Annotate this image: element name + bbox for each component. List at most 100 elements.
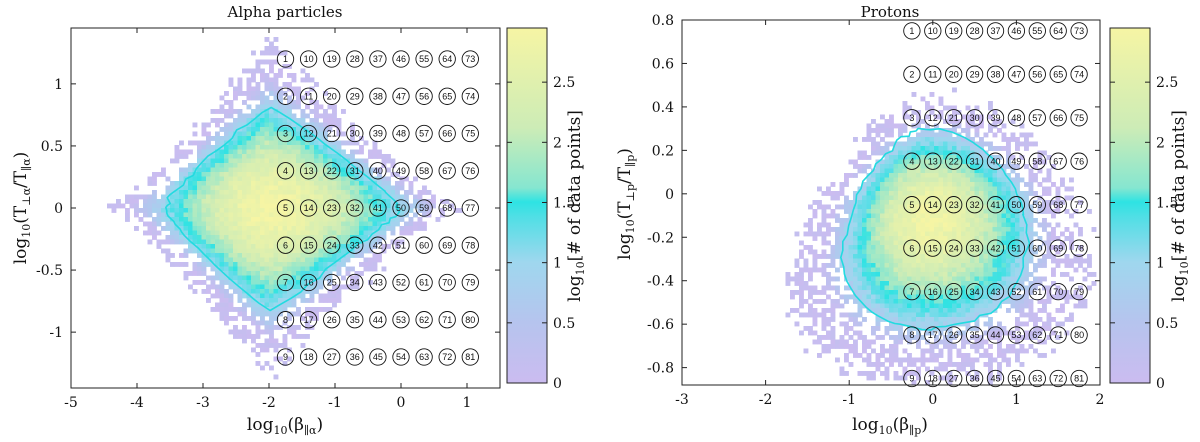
density-cell (305, 217, 310, 222)
density-cell (866, 290, 872, 295)
density-cell (336, 253, 342, 258)
density-cell (893, 371, 899, 376)
density-cell (233, 136, 238, 141)
density-cell (282, 91, 288, 96)
density-cell (246, 77, 252, 83)
density-cell (251, 271, 256, 276)
density-cell (350, 280, 355, 285)
density-cell (961, 263, 966, 268)
density-cell (875, 281, 881, 286)
density-cell (237, 181, 243, 186)
bin-label: 54 (396, 352, 406, 362)
density-cell (857, 303, 863, 309)
density-cell (408, 203, 414, 209)
density-cell (938, 146, 944, 151)
density-cell (332, 118, 337, 123)
density-cell (947, 326, 953, 331)
density-cell (974, 240, 980, 246)
density-cell (920, 303, 926, 309)
density-cell (934, 195, 939, 201)
density-cell (287, 122, 292, 128)
density-cell (952, 231, 957, 237)
density-cell (233, 262, 238, 267)
density-cell (201, 212, 207, 218)
density-cell (880, 168, 885, 174)
density-cell (323, 262, 328, 267)
density-cell (210, 235, 216, 240)
density-cell (893, 285, 899, 291)
density-cell (880, 114, 885, 120)
density-cell (916, 344, 921, 349)
density-cell (857, 200, 863, 205)
density-cell (875, 285, 881, 291)
density-cell (830, 195, 836, 201)
density-cell (880, 335, 885, 340)
density-cell (260, 167, 265, 173)
density-cell (983, 263, 989, 268)
density-cell (916, 236, 921, 241)
density-cell (934, 191, 939, 196)
density-cell (866, 258, 872, 264)
density-cell (979, 254, 984, 259)
density-cell (1051, 227, 1056, 232)
density-cell (965, 173, 971, 178)
density-cell (219, 289, 225, 294)
density-cell (943, 105, 948, 111)
density-cell (255, 185, 261, 191)
density-cell (875, 245, 881, 250)
density-cell (228, 122, 234, 128)
density-cell (458, 208, 463, 213)
density-cell (1091, 281, 1097, 286)
density-cell (826, 213, 831, 219)
density-cell (880, 281, 885, 286)
bin-label: 52 (396, 278, 406, 288)
density-cell (161, 239, 166, 245)
density-cell (853, 164, 858, 169)
density-cell (857, 285, 863, 291)
density-cell (871, 200, 876, 205)
density-cell (1082, 258, 1088, 264)
density-cell (974, 258, 980, 264)
density-cell (1006, 146, 1011, 151)
density-cell (880, 236, 885, 241)
density-cell (938, 231, 944, 237)
bin-circle (1007, 196, 1026, 214)
density-cell (997, 236, 1002, 241)
density-cell (925, 272, 930, 277)
density-cell (1037, 276, 1043, 282)
density-cell (835, 240, 840, 246)
density-cell (291, 289, 297, 294)
density-cell (264, 118, 270, 123)
density-cell (920, 312, 926, 318)
density-cell (988, 200, 993, 205)
density-cell (920, 362, 926, 367)
density-cell (188, 199, 193, 204)
density-cell (242, 154, 247, 159)
density-cell (1019, 209, 1025, 214)
bin-circle (903, 152, 921, 170)
density-cell (821, 267, 827, 273)
bin-circle (924, 369, 942, 388)
density-cell (988, 146, 993, 151)
density-cell (278, 127, 283, 132)
density-cell (875, 308, 881, 313)
density-cell (857, 281, 863, 286)
density-cell (291, 91, 297, 96)
density-cell (336, 230, 342, 236)
bin-circle (903, 65, 921, 83)
density-cell (251, 334, 256, 339)
density-cell (902, 164, 908, 169)
density-cell (970, 240, 975, 246)
density-cell (269, 257, 274, 263)
density-cell (291, 185, 297, 191)
density-cell (192, 221, 198, 227)
density-cell (1037, 317, 1043, 322)
density-cell (889, 231, 894, 237)
density-cell (260, 275, 265, 281)
density-cell (296, 95, 301, 101)
density-cell (857, 330, 863, 336)
density-cell (970, 299, 975, 304)
density-cell (264, 190, 270, 195)
density-cell (1046, 222, 1052, 228)
density-cell (830, 312, 836, 318)
